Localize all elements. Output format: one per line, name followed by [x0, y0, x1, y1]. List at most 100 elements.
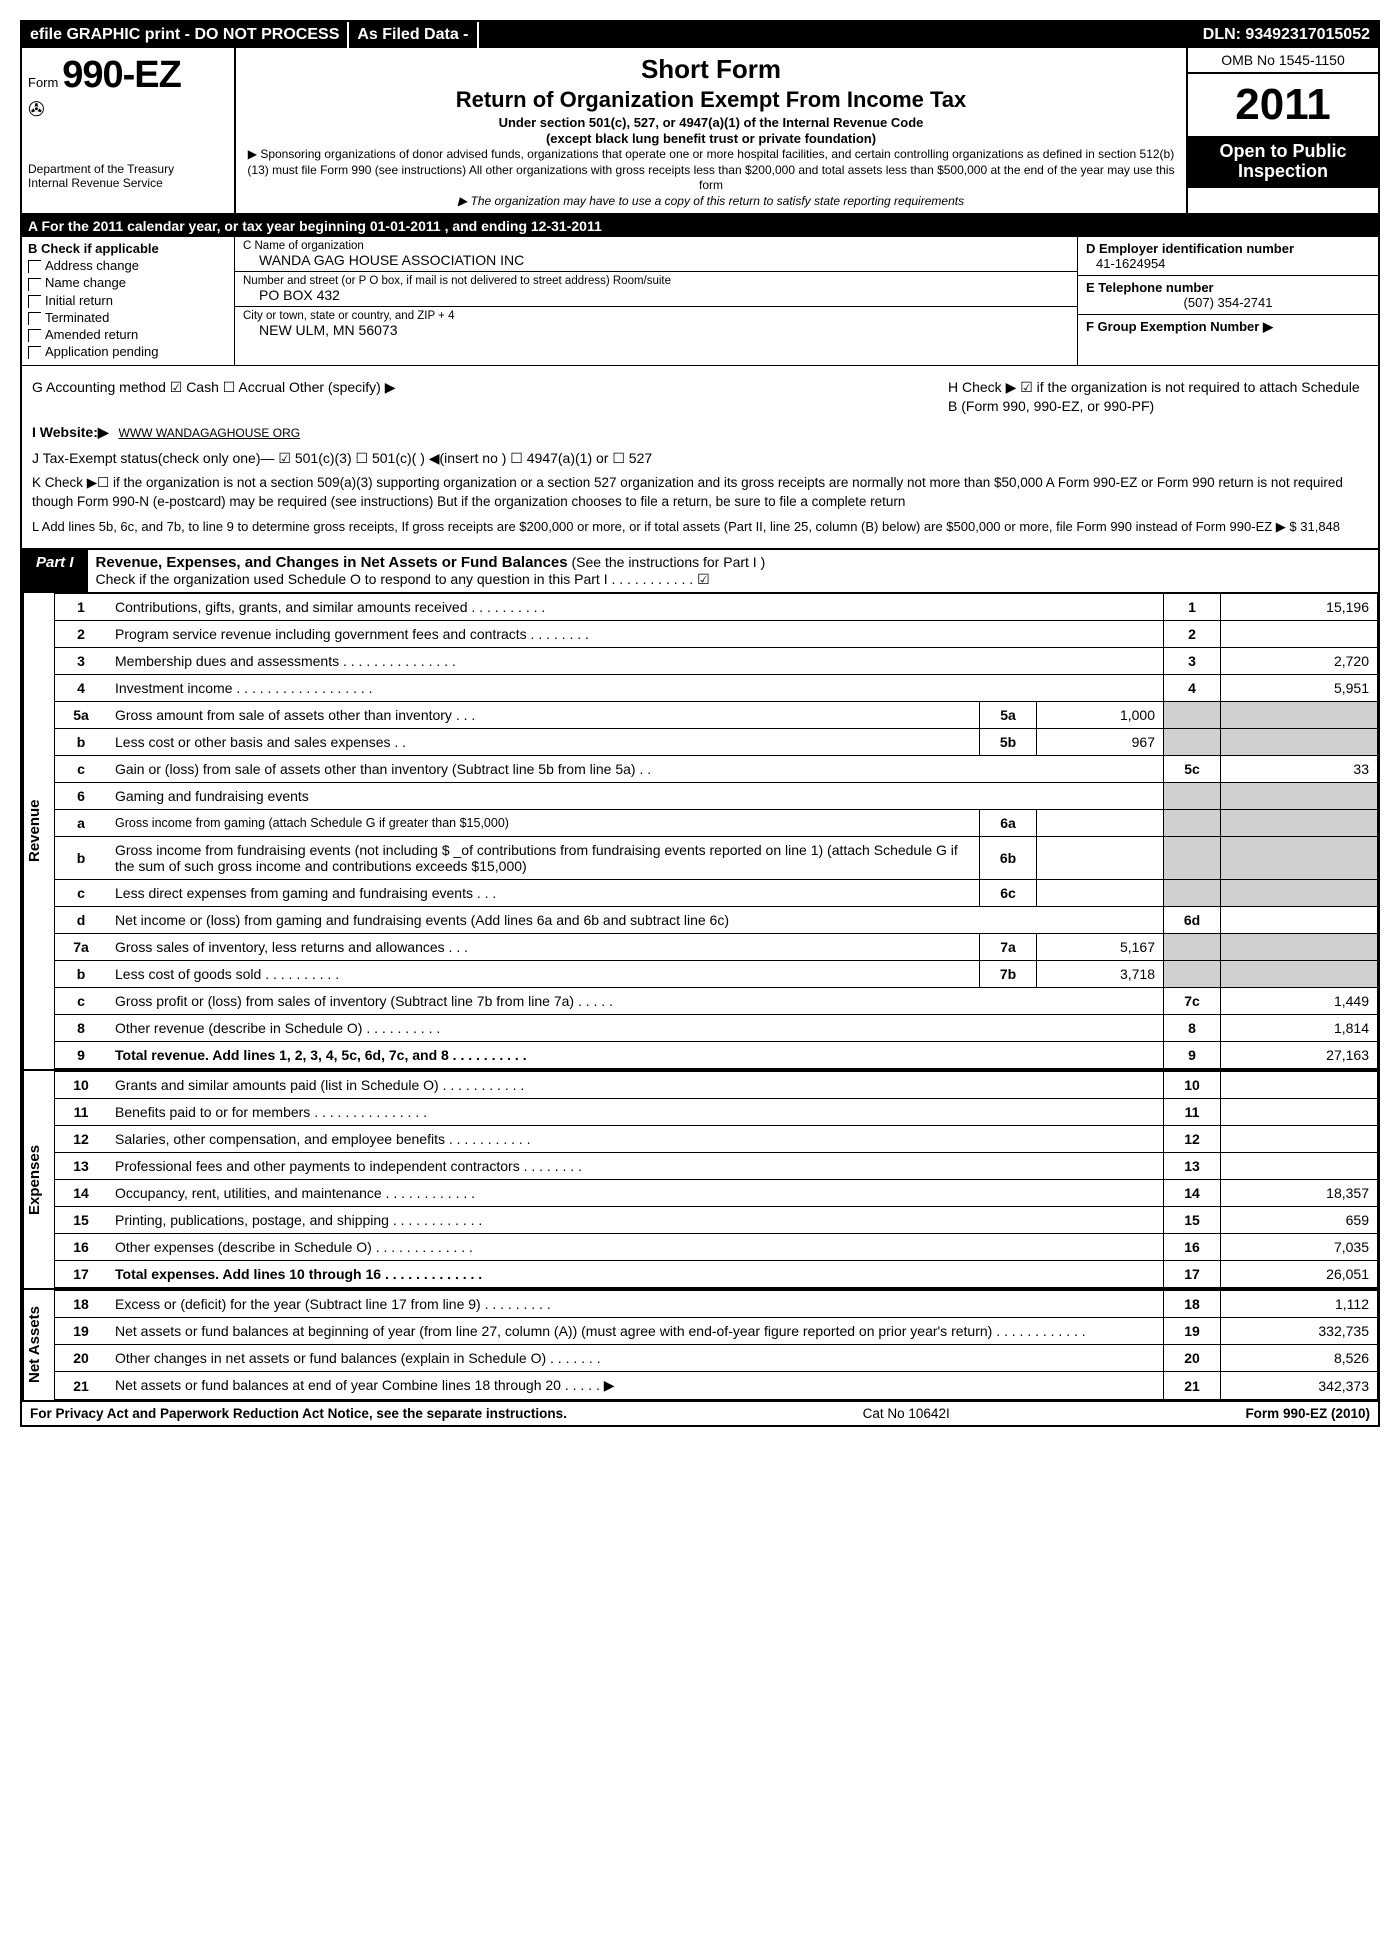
- i-website-value: WWW WANDAGAGHOUSE ORG: [119, 426, 301, 440]
- part-1-header: Part I Revenue, Expenses, and Changes in…: [22, 548, 1378, 593]
- line-row: 13Professional fees and other payments t…: [55, 1153, 1378, 1180]
- subtitle-1: Under section 501(c), 527, or 4947(a)(1)…: [244, 115, 1178, 130]
- line-row: bGross income from fundraising events (n…: [55, 837, 1378, 880]
- c-name-value: WANDA GAG HOUSE ASSOCIATION INC: [243, 252, 1069, 268]
- dln: DLN: 93492317015052: [1195, 22, 1378, 48]
- part-1-hint: (See the instructions for Part I ): [572, 554, 766, 570]
- line-row: 18Excess or (deficit) for the year (Subt…: [55, 1291, 1378, 1318]
- line-row: 2Program service revenue including gover…: [55, 621, 1378, 648]
- footer-privacy: For Privacy Act and Paperwork Reduction …: [30, 1406, 567, 1421]
- line-row: 21Net assets or fund balances at end of …: [55, 1372, 1378, 1400]
- line-row: 5aGross amount from sale of assets other…: [55, 702, 1378, 729]
- chk-initial-return[interactable]: [28, 295, 41, 308]
- revenue-table: 1Contributions, gifts, grants, and simil…: [54, 593, 1378, 1069]
- line-row: aGross income from gaming (attach Schedu…: [55, 810, 1378, 837]
- header-left: Form 990-EZ ✇ Department of the Treasury…: [22, 48, 236, 213]
- footer-catno: Cat No 10642I: [863, 1406, 950, 1421]
- section-b: B Check if applicable Address change Nam…: [22, 237, 1378, 365]
- form-header: Form 990-EZ ✇ Department of the Treasury…: [22, 48, 1378, 215]
- netassets-table: 18Excess or (deficit) for the year (Subt…: [54, 1290, 1378, 1400]
- chk-name-change[interactable]: [28, 278, 41, 291]
- chk-terminated[interactable]: [28, 312, 41, 325]
- lbl-amended: Amended return: [45, 327, 138, 342]
- d-ein-value: 41-1624954: [1086, 256, 1370, 271]
- col-d-e-f: D Employer identification number 41-1624…: [1077, 237, 1378, 364]
- header-note-1: ▶ Sponsoring organizations of donor advi…: [244, 147, 1178, 194]
- expenses-table: 10Grants and similar amounts paid (list …: [54, 1071, 1378, 1288]
- h-check: H Check ▶ ☑ if the organization is not r…: [948, 378, 1368, 417]
- e-tel-value: (507) 354-2741: [1086, 295, 1370, 310]
- f-group-label: F Group Exemption Number ▶: [1086, 319, 1370, 335]
- line-row: 6Gaming and fundraising events: [55, 783, 1378, 810]
- c-city-value: NEW ULM, MN 56073: [243, 322, 1069, 338]
- l-gross-receipts: L Add lines 5b, 6c, and 7b, to line 9 to…: [32, 518, 1368, 536]
- line-row: 3Membership dues and assessments . . . .…: [55, 648, 1378, 675]
- title-short-form: Short Form: [244, 54, 1178, 85]
- expenses-side-label: Expenses: [22, 1071, 54, 1288]
- line-row: 12Salaries, other compensation, and empl…: [55, 1126, 1378, 1153]
- form-prefix: Form: [28, 75, 58, 90]
- line-row: 15Printing, publications, postage, and s…: [55, 1207, 1378, 1234]
- line-row: bLess cost of goods sold . . . . . . . .…: [55, 961, 1378, 988]
- line-row: bLess cost or other basis and sales expe…: [55, 729, 1378, 756]
- revenue-section: Revenue 1Contributions, gifts, grants, a…: [22, 593, 1378, 1069]
- header-mid: Short Form Return of Organization Exempt…: [236, 48, 1186, 213]
- row-a-tax-year: A For the 2011 calendar year, or tax yea…: [22, 215, 1378, 237]
- section-g-l: G Accounting method ☑ Cash ☐ Accrual Oth…: [22, 366, 1378, 548]
- title-return: Return of Organization Exempt From Incom…: [244, 87, 1178, 113]
- irs: Internal Revenue Service: [28, 176, 228, 190]
- top-bar: efile GRAPHIC print - DO NOT PROCESS As …: [22, 22, 1378, 48]
- line-row: dNet income or (loss) from gaming and fu…: [55, 907, 1378, 934]
- line-row: 7aGross sales of inventory, less returns…: [55, 934, 1378, 961]
- k-check: K Check ▶☐ if the organization is not a …: [32, 474, 1368, 512]
- g-accounting: G Accounting method ☑ Cash ☐ Accrual Oth…: [32, 378, 395, 417]
- line-row: 10Grants and similar amounts paid (list …: [55, 1072, 1378, 1099]
- c-city-label: City or town, state or country, and ZIP …: [243, 310, 1069, 322]
- expenses-section: Expenses 10Grants and similar amounts pa…: [22, 1069, 1378, 1288]
- as-filed: As Filed Data -: [349, 22, 478, 48]
- form-number: 990-EZ: [62, 54, 181, 96]
- chk-amended[interactable]: [28, 329, 41, 342]
- line-row: 4Investment income . . . . . . . . . . .…: [55, 675, 1378, 702]
- lbl-address-change: Address change: [45, 258, 139, 273]
- revenue-side-label: Revenue: [22, 593, 54, 1069]
- efile-notice: efile GRAPHIC print - DO NOT PROCESS: [22, 22, 349, 48]
- part-1-label: Part I: [22, 550, 88, 592]
- b-title: B Check if applicable: [28, 241, 228, 256]
- lbl-terminated: Terminated: [45, 310, 109, 325]
- line-row: 19Net assets or fund balances at beginni…: [55, 1318, 1378, 1345]
- header-right: OMB No 1545-1150 2011 Open to Public Ins…: [1186, 48, 1378, 213]
- form-990ez-page: efile GRAPHIC print - DO NOT PROCESS As …: [20, 20, 1380, 1427]
- footer-form: Form 990-EZ (2010): [1245, 1406, 1370, 1421]
- dept-treasury: Department of the Treasury: [28, 162, 228, 176]
- page-footer: For Privacy Act and Paperwork Reduction …: [22, 1400, 1378, 1425]
- netassets-side-label: Net Assets: [22, 1290, 54, 1400]
- line-row: 20Other changes in net assets or fund ba…: [55, 1345, 1378, 1372]
- line-row: 8Other revenue (describe in Schedule O) …: [55, 1015, 1378, 1042]
- part-1-check: Check if the organization used Schedule …: [96, 571, 710, 587]
- d-ein-label: D Employer identification number: [1086, 241, 1370, 256]
- topbar-spacer: [479, 22, 1195, 48]
- part-1-title: Revenue, Expenses, and Changes in Net As…: [88, 550, 1378, 592]
- line-row: 17Total expenses. Add lines 10 through 1…: [55, 1261, 1378, 1288]
- i-website-label: I Website:▶: [32, 424, 109, 440]
- line-row: 16Other expenses (describe in Schedule O…: [55, 1234, 1378, 1261]
- c-addr-label: Number and street (or P O box, if mail i…: [243, 275, 1069, 287]
- netassets-section: Net Assets 18Excess or (deficit) for the…: [22, 1288, 1378, 1400]
- chk-pending[interactable]: [28, 346, 41, 359]
- lbl-name-change: Name change: [45, 275, 126, 290]
- col-c-org-info: C Name of organization WANDA GAG HOUSE A…: [235, 237, 1077, 364]
- header-note-2: ▶ The organization may have to use a cop…: [244, 194, 1178, 210]
- e-tel-label: E Telephone number: [1086, 280, 1370, 295]
- c-name-label: C Name of organization: [243, 240, 1069, 252]
- col-b-checkboxes: B Check if applicable Address change Nam…: [22, 237, 235, 364]
- omb-number: OMB No 1545-1150: [1188, 48, 1378, 74]
- line-row: 9Total revenue. Add lines 1, 2, 3, 4, 5c…: [55, 1042, 1378, 1069]
- lbl-pending: Application pending: [45, 344, 158, 359]
- lbl-initial-return: Initial return: [45, 293, 113, 308]
- chk-address-change[interactable]: [28, 260, 41, 273]
- part-1-title-text: Revenue, Expenses, and Changes in Net As…: [96, 554, 568, 571]
- line-row: cLess direct expenses from gaming and fu…: [55, 880, 1378, 907]
- c-addr-value: PO BOX 432: [243, 287, 1069, 303]
- line-row: cGross profit or (loss) from sales of in…: [55, 988, 1378, 1015]
